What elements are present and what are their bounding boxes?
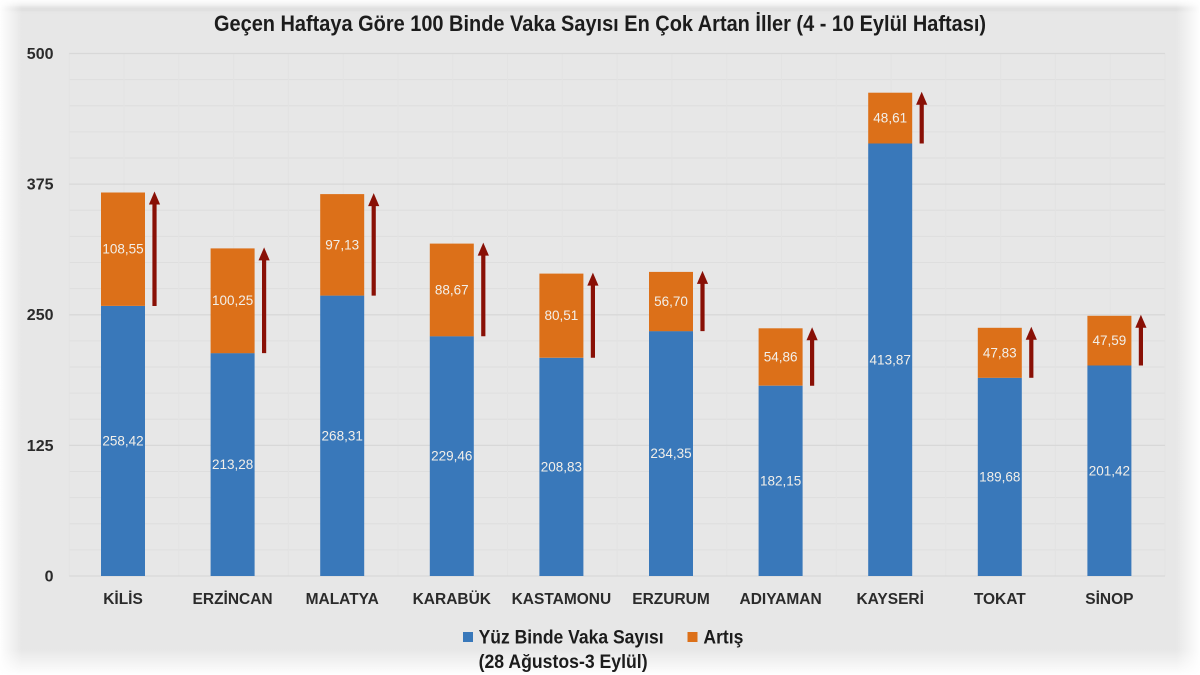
svg-text:54,86: 54,86: [764, 350, 798, 365]
svg-text:88,67: 88,67: [435, 282, 469, 297]
svg-text:Geçen Haftaya Göre 100 Binde V: Geçen Haftaya Göre 100 Binde Vaka Sayısı…: [214, 11, 986, 36]
svg-text:413,87: 413,87: [870, 352, 911, 367]
svg-text:48,61: 48,61: [873, 111, 907, 126]
svg-text:TOKAT: TOKAT: [974, 591, 1026, 608]
svg-text:125: 125: [27, 438, 54, 455]
svg-text:KAYSERİ: KAYSERİ: [856, 591, 923, 608]
svg-text:201,42: 201,42: [1089, 463, 1130, 478]
svg-text:SİNOP: SİNOP: [1085, 591, 1133, 608]
svg-text:47,59: 47,59: [1093, 333, 1127, 348]
svg-text:ERZİNCAN: ERZİNCAN: [193, 591, 273, 608]
svg-text:189,68: 189,68: [979, 469, 1020, 484]
svg-text:MALATYA: MALATYA: [306, 591, 379, 608]
svg-text:258,42: 258,42: [102, 434, 143, 449]
svg-text:47,83: 47,83: [983, 345, 1017, 360]
svg-text:KİLİS: KİLİS: [103, 591, 143, 608]
svg-text:(28 Ağustos-3 Eylül): (28 Ağustos-3 Eylül): [479, 652, 648, 673]
svg-text:108,55: 108,55: [102, 242, 143, 257]
svg-text:250: 250: [27, 307, 54, 324]
svg-text:80,51: 80,51: [545, 308, 579, 323]
svg-text:234,35: 234,35: [650, 446, 691, 461]
svg-text:375: 375: [27, 177, 54, 194]
svg-text:268,31: 268,31: [322, 428, 363, 443]
svg-text:500: 500: [27, 46, 54, 63]
svg-text:ERZURUM: ERZURUM: [632, 591, 710, 608]
svg-text:213,28: 213,28: [212, 457, 253, 472]
svg-text:182,15: 182,15: [760, 473, 801, 488]
svg-text:100,25: 100,25: [212, 293, 253, 308]
svg-text:ADIYAMAN: ADIYAMAN: [740, 591, 822, 608]
svg-text:Artış: Artış: [703, 628, 743, 649]
svg-text:Yüz Binde Vaka Sayısı: Yüz Binde Vaka Sayısı: [479, 628, 664, 649]
svg-text:56,70: 56,70: [654, 294, 688, 309]
svg-text:0: 0: [45, 569, 54, 586]
svg-text:208,83: 208,83: [541, 459, 582, 474]
svg-text:229,46: 229,46: [431, 449, 472, 464]
svg-text:KASTAMONU: KASTAMONU: [512, 591, 612, 608]
svg-text:KARABÜK: KARABÜK: [413, 591, 492, 608]
svg-text:97,13: 97,13: [325, 237, 359, 252]
